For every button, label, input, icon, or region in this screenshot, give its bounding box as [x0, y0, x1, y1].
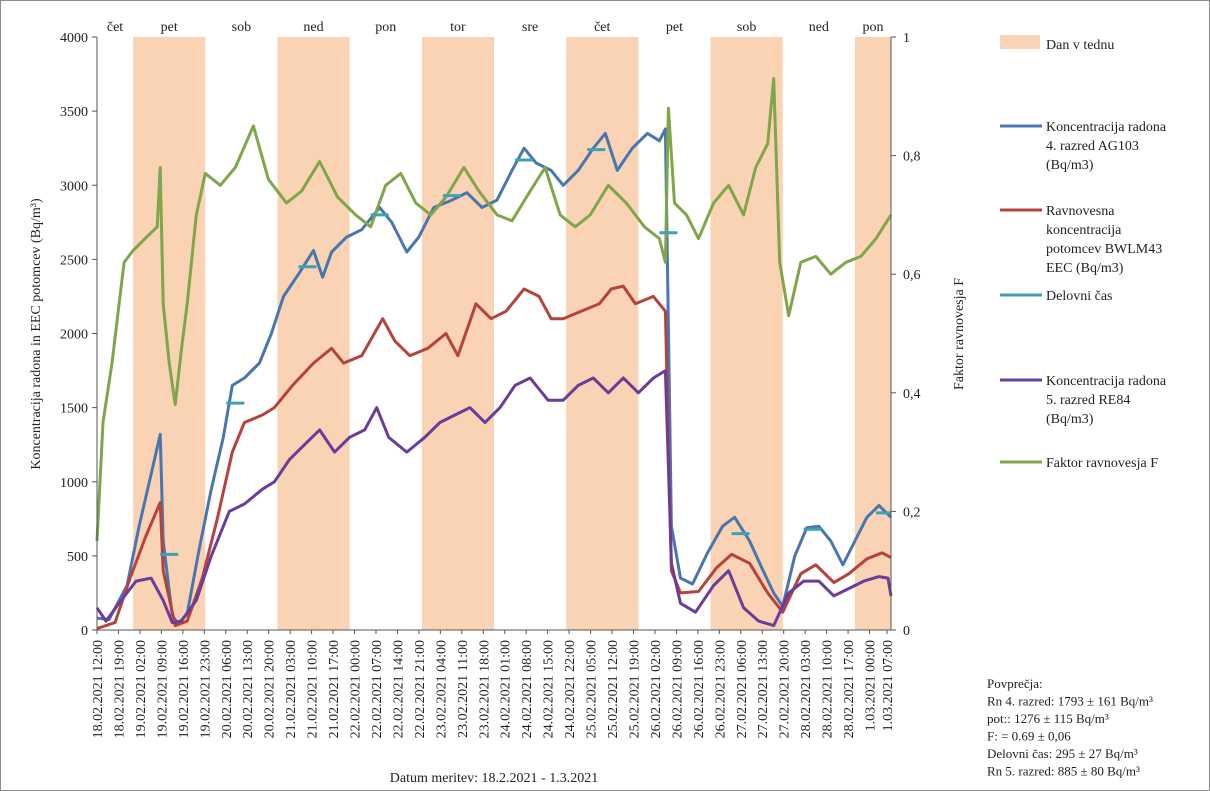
x-tick-label: 27.02.2021 06:00	[735, 640, 750, 738]
x-tick-label: 22.02.2021 07:00	[370, 640, 385, 738]
x-tick-label: 21.02.2021 10:00	[306, 640, 321, 738]
x-tick-label: 21.02.2021 17:00	[327, 640, 342, 738]
series-line-2	[95, 369, 893, 628]
y-left-tick-label: 1500	[60, 402, 88, 417]
x-tick-label: 26.02.2021 09:00	[670, 640, 685, 738]
legend-swatch-band	[1000, 35, 1040, 49]
x-tick-label: 22.02.2021 14:00	[391, 640, 406, 738]
annotation-line-1: Rn 4. razred: 1793 ± 161 Bq/m³	[987, 694, 1153, 709]
day-label-3: ned	[303, 20, 323, 35]
day-label-7: čet	[594, 20, 610, 35]
legend-label-4: Koncentracija radona 5. razred RE84 (Bq/m3…	[1046, 374, 1167, 427]
x-tick-label: 20.02.2021 06:00	[220, 640, 235, 738]
day-band-4	[710, 37, 783, 630]
x-tick-label: 22.02.2021 21:00	[413, 640, 428, 738]
day-band-0	[133, 37, 206, 630]
x-tick-label: 19.02.2021 09:00	[155, 640, 170, 738]
day-label-8: pet	[666, 20, 683, 35]
y-left-tick-label: 4000	[60, 31, 88, 46]
day-band-5	[854, 37, 891, 630]
day-band-3	[566, 37, 639, 630]
y-left-tick-label: 2000	[60, 328, 88, 343]
x-tick-label: 18.02.2021 12:00	[91, 640, 106, 738]
x-tick-label: 25.02.2021 12:00	[606, 640, 621, 738]
day-label-11: pon	[862, 20, 883, 35]
y-right-tick-label: 0,4	[903, 387, 921, 402]
day-label-5: tor	[450, 20, 466, 35]
annotation-line-2: pot:: 1276 ± 115 Bq/m³	[987, 711, 1109, 726]
annotation-line-0: Povprečja:	[987, 676, 1043, 691]
day-label-10: ned	[809, 20, 829, 35]
x-ticks: 18.02.2021 12:00 18.02.2021 19:00 19.02.20…	[91, 630, 896, 738]
day-band-2	[421, 37, 494, 630]
series-line-0	[96, 127, 893, 626]
y-left-tick-label: 3500	[60, 105, 88, 120]
y-right-tick-label: 0	[903, 624, 910, 639]
y-right-tick-label: 0,6	[903, 268, 921, 283]
y-left-tick-label: 500	[67, 550, 88, 565]
day-label-1: pet	[161, 20, 178, 35]
day-band-1	[277, 37, 350, 630]
x-tick-label: 24.02.2021 01:00	[499, 640, 514, 738]
annotation-line-3: F: = 0.69 ± 0,06	[987, 729, 1071, 744]
x-tick-label: 22.02.2021 00:00	[349, 640, 364, 738]
x-tick-label: 19.02.2021 23:00	[198, 640, 213, 738]
y-left-tick-label: 1000	[60, 476, 88, 491]
y-left-tick-label: 0	[81, 624, 88, 639]
x-tick-label: 23.02.2021 11:00	[456, 640, 471, 738]
legend-label-0: Dan v tednu	[1046, 38, 1114, 53]
x-tick-label: 26.02.2021 23:00	[713, 640, 728, 738]
x-tick-label: 23.02.2021 18:00	[477, 640, 492, 738]
day-label-0: čet	[107, 20, 123, 35]
legend: Dan v tednu Koncentracija radona 4. razred…	[1000, 35, 1167, 471]
x-tick-label: 24.02.2021 08:00	[520, 640, 535, 738]
x-tick-label: 20.02.2021 13:00	[241, 640, 256, 738]
x-tick-label: 25.02.2021 05:00	[585, 640, 600, 738]
x-tick-label: 20.02.2021 20:00	[263, 640, 278, 738]
x-tick-label: 28.02.2021 10:00	[821, 640, 836, 738]
x-tick-label: 19.02.2021 16:00	[177, 640, 192, 738]
x-tick-label: 27.02.2021 13:00	[756, 640, 771, 738]
x-tick-label: 19.02.2021 02:00	[134, 640, 149, 738]
day-label-2: sob	[232, 20, 251, 35]
x-tick-label: 28.02.2021 03:00	[799, 640, 814, 738]
legend-label-3: Delovni čas	[1046, 289, 1112, 304]
x-tick-label: 26.02.2021 16:00	[692, 640, 707, 738]
series-line-3	[95, 77, 893, 542]
x-tick-label: 24.02.2021 15:00	[542, 640, 557, 738]
day-label-9: sob	[737, 20, 756, 35]
series-layer	[95, 77, 893, 630]
x-tick-label: 23.02.2021 04:00	[434, 640, 449, 738]
y-axis-right-title: Faktor ravnovesja F	[952, 278, 967, 390]
x-tick-label: 26.02.2021 02:00	[649, 640, 664, 738]
x-tick-label: 18.02.2021 19:00	[112, 640, 127, 738]
x-tick-label: 28.02.2021 17:00	[842, 640, 857, 738]
y-right-tick-label: 1	[903, 31, 910, 46]
x-tick-label: 27.02.2021 20:00	[778, 640, 793, 738]
y-axis-left-title: Koncentracija radona in EEC potomcev (Bq…	[29, 198, 44, 470]
y-right-tick-label: 0,2	[903, 505, 921, 520]
x-tick-label: 1.03.2021 00:00	[864, 640, 879, 731]
day-label-4: pon	[375, 20, 396, 35]
day-label-6: sre	[522, 20, 538, 35]
x-tick-label: 25.02.2021 19:00	[627, 640, 642, 738]
legend-label-2: Ravnovesna koncentracija potomcev BWLM43 EE…	[1046, 204, 1162, 276]
y-left-tick-label: 2500	[60, 253, 88, 268]
x-tick-label: 21.02.2021 03:00	[284, 640, 299, 738]
legend-label-5: Faktor ravnovesja F	[1046, 456, 1158, 471]
axes: 0 500 1000 1500 2000 2500 3000 3500 4000 0 0,2 0,4 0…	[60, 31, 921, 639]
legend-label-1: Koncentracija radona 4. razred AG103 (Bq/m…	[1046, 120, 1167, 173]
y-left-tick-label: 3000	[60, 179, 88, 194]
x-tick-label: 1.03.2021 07:00	[881, 640, 896, 731]
day-bands	[133, 37, 891, 630]
series-line-1	[96, 284, 892, 630]
annotation-line-5: Rn 5. razred: 885 ± 80 Bq/m³	[987, 764, 1140, 779]
averages-annotation: Povprečja: Rn 4. razred: 1793 ± 161 Bq/m³…	[987, 676, 1153, 779]
x-axis-title: Datum meritev: 18.2.2021 - 1.3.2021	[390, 771, 598, 786]
x-tick-label: 24.02.2021 22:00	[563, 640, 578, 738]
day-labels: čet pet sob ned pon tor sre čet pet sob ned pon	[107, 20, 884, 35]
annotation-line-4: Delovni čas: 295 ± 27 Bq/m³	[987, 746, 1138, 761]
y-right-tick-label: 0,8	[903, 150, 921, 165]
